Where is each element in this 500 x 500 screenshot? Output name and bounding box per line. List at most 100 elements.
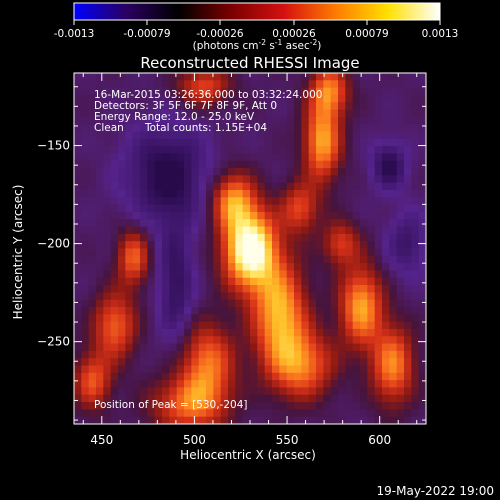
heatmap-cell	[169, 328, 178, 337]
heatmap-cell	[367, 80, 376, 89]
heatmap-cell	[411, 380, 420, 389]
heatmap-cell	[184, 350, 192, 359]
heatmap-cell	[198, 277, 207, 286]
heatmap-cell	[191, 102, 200, 111]
x-tick-label: 600	[368, 433, 391, 447]
heatmap-cell	[345, 321, 354, 330]
heatmap-cell	[352, 226, 361, 235]
heatmap-cell	[235, 314, 244, 323]
heatmap-cell	[110, 277, 119, 286]
heatmap-cell	[147, 102, 156, 111]
heatmap-cell	[169, 292, 178, 301]
heatmap-cell	[301, 175, 310, 184]
heatmap-cell	[184, 146, 192, 155]
heatmap-cell	[191, 153, 200, 162]
heatmap-cell	[206, 131, 214, 140]
heatmap-cell	[389, 211, 398, 220]
heatmap-cell	[279, 248, 288, 257]
heatmap-cell	[294, 109, 302, 118]
heatmap-cell	[316, 416, 324, 424]
heatmap-cell	[316, 131, 324, 140]
heatmap-cell	[272, 109, 280, 118]
heatmap-cell	[81, 138, 90, 147]
heatmap-cell	[389, 248, 398, 257]
heatmap-cell	[81, 358, 90, 367]
heatmap-cell	[140, 336, 148, 345]
heatmap-cell	[411, 102, 420, 111]
heatmap-cell	[206, 153, 214, 162]
heatmap-cell	[154, 204, 163, 213]
heatmap-cell	[176, 270, 185, 279]
heatmap-cell	[162, 138, 170, 147]
heatmap-cell	[360, 175, 368, 184]
heatmap-cell	[81, 314, 90, 323]
heatmap-cell	[272, 116, 280, 125]
heatmap-cell	[367, 314, 376, 323]
heatmap-cell	[367, 255, 376, 264]
heatmap-cell	[184, 365, 192, 374]
heatmap-cell	[382, 285, 390, 293]
heatmap-cell	[418, 328, 426, 337]
heatmap-cell	[242, 233, 251, 242]
heatmap-cell	[418, 109, 426, 118]
heatmap-cell	[404, 263, 412, 272]
heatmap-cell	[125, 146, 134, 155]
heatmap-cell	[404, 307, 412, 315]
heatmap-cell	[352, 124, 361, 133]
heatmap-cell	[88, 394, 97, 403]
heatmap-cell	[374, 204, 383, 213]
colorbar-ticks: -0.0013 -0.00079 -0.00026 0.00026 0.00079 0.0…	[54, 20, 458, 40]
heatmap-cell	[110, 380, 119, 389]
heatmap-cell	[198, 168, 207, 176]
heatmap-cell	[308, 197, 317, 206]
heatmap-cell	[235, 94, 244, 103]
heatmap-cell	[74, 394, 82, 403]
heatmap-cell	[352, 365, 361, 374]
heatmap-cell	[272, 416, 280, 424]
heatmap-cell	[125, 314, 134, 323]
heatmap-cell	[418, 270, 426, 279]
heatmap-cell	[213, 109, 222, 118]
heatmap-cell	[81, 219, 90, 228]
heatmap-cell	[250, 292, 258, 301]
heatmap-cell	[132, 116, 141, 125]
heatmap-cell	[316, 204, 324, 213]
heatmap-cell	[382, 270, 390, 279]
heatmap-cell	[147, 160, 156, 169]
heatmap-cell	[206, 416, 214, 424]
heatmap-cell	[250, 80, 258, 89]
heatmap-cell	[338, 160, 346, 169]
heatmap-cell	[162, 204, 170, 213]
heatmap-cell	[338, 197, 346, 206]
heatmap-cell	[206, 116, 214, 125]
heatmap-cell	[404, 124, 412, 133]
heatmap-cell	[404, 299, 412, 308]
heatmap-cell	[110, 350, 119, 359]
heatmap-cell	[286, 211, 295, 220]
heatmap-cell	[140, 109, 148, 118]
heatmap-cell	[411, 109, 420, 118]
heatmap-cell	[206, 336, 214, 345]
heatmap-cell	[418, 314, 426, 323]
heatmap-cell	[323, 87, 332, 96]
heatmap-cell	[286, 204, 295, 213]
heatmap-cell	[132, 416, 141, 424]
heatmap-cell	[345, 197, 354, 206]
heatmap-cell	[345, 226, 354, 235]
heatmap-cell	[206, 285, 214, 293]
heatmap-cell	[103, 277, 112, 286]
heatmap-cell	[389, 255, 398, 264]
heatmap-cell	[374, 80, 383, 89]
heatmap-cell	[367, 153, 376, 162]
heatmap-cell	[257, 270, 266, 279]
heatmap-cell	[110, 131, 119, 140]
heatmap-cell	[272, 248, 280, 257]
heatmap-cell	[132, 190, 141, 198]
heatmap-cell	[404, 314, 412, 323]
heatmap-cell	[257, 350, 266, 359]
heatmap-cell	[323, 102, 332, 111]
heatmap-cell	[220, 160, 229, 169]
heatmap-cell	[228, 365, 236, 374]
heatmap-cell	[125, 219, 134, 228]
heatmap-cell	[389, 241, 398, 250]
